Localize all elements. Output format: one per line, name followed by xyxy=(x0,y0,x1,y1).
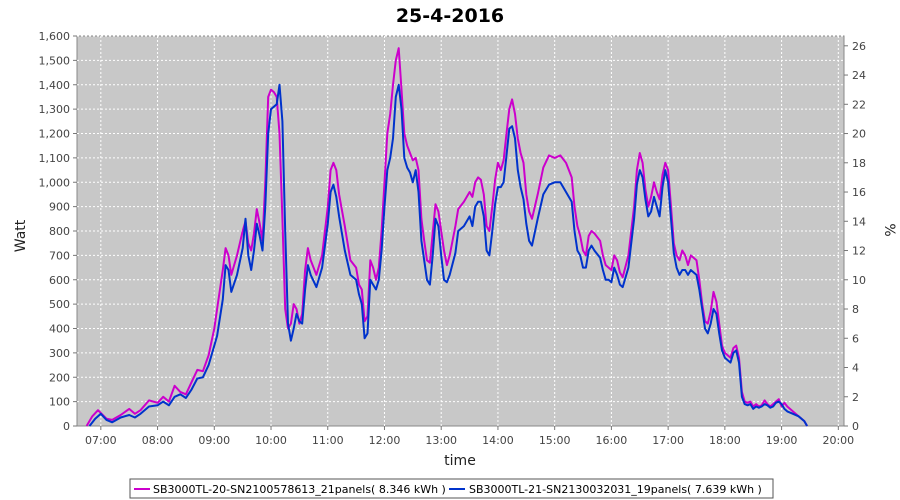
y-tick-label: 1,000 xyxy=(39,176,71,189)
plot-area xyxy=(76,35,845,427)
y2-tick-label: 10 xyxy=(852,274,866,287)
x-axis: 07:00 08:00 09:00 10:00 11:00 12:00 13:00 14:00… xyxy=(85,426,854,447)
legend: SB3000TL-20-SN2100578613_21panels( 8.346… xyxy=(129,478,774,499)
x-tick-label: 19:00 xyxy=(766,434,798,447)
y2-tick-label: 14 xyxy=(852,215,866,228)
y-tick-label: 1,200 xyxy=(39,128,71,141)
x-tick-label: 12:00 xyxy=(369,434,401,447)
y2-tick-label: 16 xyxy=(852,186,866,199)
x-tick-label: 08:00 xyxy=(142,434,174,447)
y-tick-label: 700 xyxy=(49,249,70,262)
y-tick-label: 800 xyxy=(49,225,70,238)
x-axis-label: time xyxy=(444,453,476,469)
x-tick-label: 13:00 xyxy=(425,434,457,447)
y-tick-label: 200 xyxy=(49,371,70,384)
series-layer xyxy=(85,47,808,427)
y2-tick-label: 6 xyxy=(852,332,859,345)
y-tick-label: 1,600 xyxy=(39,30,71,43)
y2-tick-label: 18 xyxy=(852,157,866,170)
y-tick-label: 500 xyxy=(49,298,70,311)
x-tick-label: 15:00 xyxy=(539,434,571,447)
y-tick-label: 300 xyxy=(49,347,70,360)
y-axis: 0 100 200 300 400 500 600 700 800 900 1,000 1,100 1,… xyxy=(39,30,77,433)
y-tick-label: 1,500 xyxy=(39,54,71,67)
y-tick-label: 100 xyxy=(49,396,70,409)
x-tick-label: 09:00 xyxy=(198,434,230,447)
series-line-1 xyxy=(85,47,808,427)
y-tick-label: 1,100 xyxy=(39,152,71,165)
y-tick-label: 1,400 xyxy=(39,79,71,92)
x-tick-label: 20:00 xyxy=(822,434,854,447)
y2-tick-label: 4 xyxy=(852,362,859,375)
y-tick-label: 900 xyxy=(49,201,70,214)
y-tick-label: 400 xyxy=(49,323,70,336)
y-tick-label: 1,300 xyxy=(39,103,71,116)
chart-title: 25-4-2016 xyxy=(396,5,504,27)
legend-label-series-1: SB3000TL-20-SN2100578613_21panels( 8.346… xyxy=(153,483,446,496)
x-tick-label: 18:00 xyxy=(709,434,741,447)
y2-tick-label: 8 xyxy=(852,303,859,316)
y2-tick-label: 22 xyxy=(852,98,866,111)
x-tick-label: 16:00 xyxy=(596,434,628,447)
y2-tick-label: 0 xyxy=(852,420,859,433)
y-tick-label: 0 xyxy=(63,420,70,433)
y-tick-label: 600 xyxy=(49,274,70,287)
x-tick-label: 07:00 xyxy=(85,434,117,447)
y2-tick-label: 12 xyxy=(852,245,866,258)
x-tick-label: 14:00 xyxy=(482,434,514,447)
x-tick-label: 11:00 xyxy=(312,434,344,447)
y2-tick-label: 26 xyxy=(852,40,866,53)
y2-axis-label: % xyxy=(881,223,897,236)
y-axis-label: Watt xyxy=(13,219,29,252)
y2-tick-label: 2 xyxy=(852,391,859,404)
grid-lines xyxy=(77,35,844,426)
series-line-2 xyxy=(88,83,808,427)
legend-label-series-2: SB3000TL-21-SN2130032031_19panels( 7.639… xyxy=(469,483,762,496)
y2-tick-label: 20 xyxy=(852,128,866,141)
y2-tick-label: 24 xyxy=(852,69,866,82)
x-tick-label: 17:00 xyxy=(652,434,684,447)
x-tick-label: 10:00 xyxy=(255,434,287,447)
